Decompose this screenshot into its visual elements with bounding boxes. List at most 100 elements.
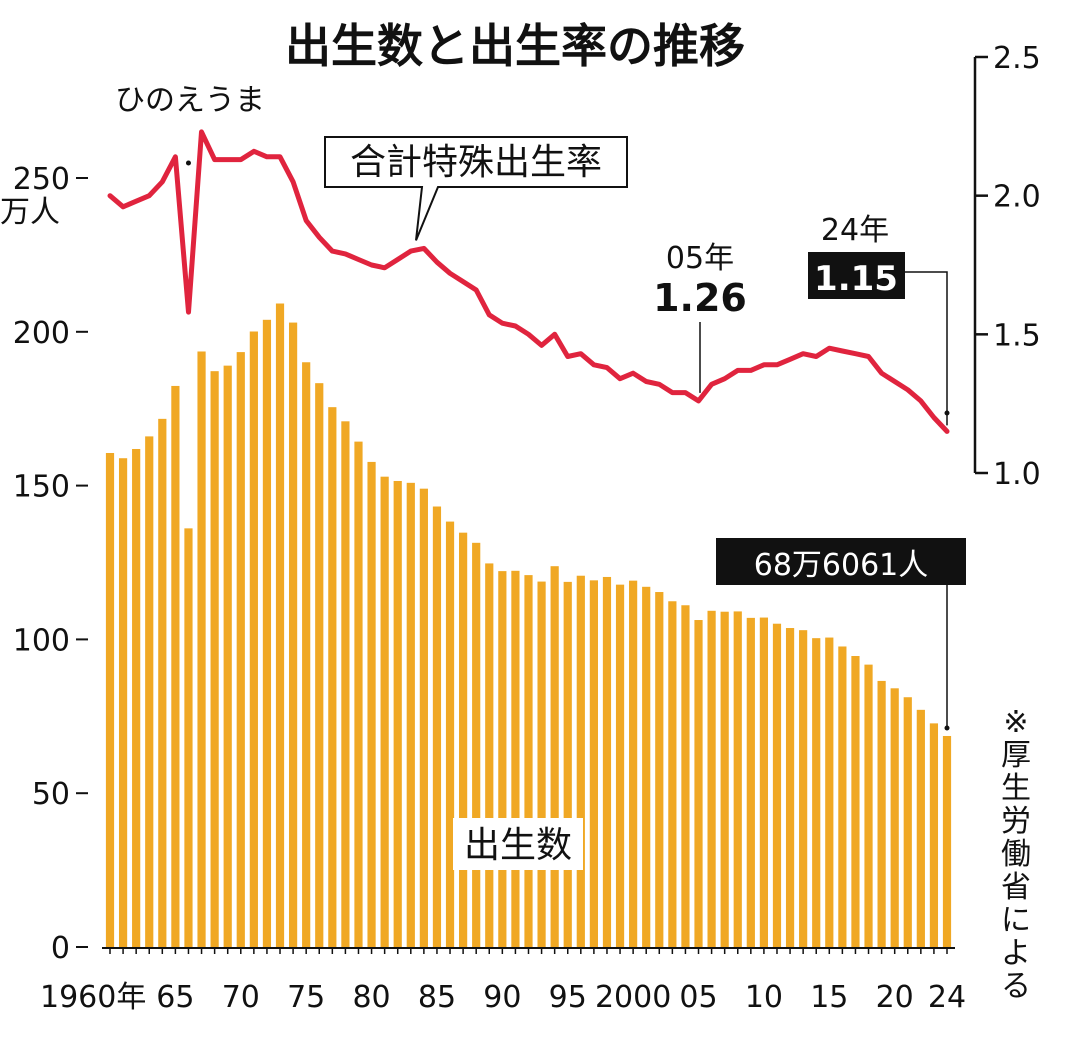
births-bar bbox=[812, 638, 821, 947]
births-bar bbox=[759, 617, 769, 947]
births-bar bbox=[694, 620, 703, 947]
births-bar bbox=[485, 563, 494, 947]
births-bar bbox=[720, 611, 729, 947]
births-bar bbox=[681, 605, 690, 947]
births-bar bbox=[772, 623, 782, 947]
right-tick-label: 2.5 bbox=[993, 41, 1041, 76]
births-bar bbox=[459, 532, 468, 947]
births-bar bbox=[537, 581, 546, 947]
left-tick-label: 150 bbox=[13, 470, 70, 505]
source-note-char: 厚 bbox=[1001, 738, 1031, 773]
y2024-dot bbox=[944, 410, 950, 416]
x-tick-label: 24 bbox=[928, 980, 966, 1015]
births-bar bbox=[419, 488, 428, 947]
births-bar bbox=[354, 441, 363, 947]
births-bars bbox=[105, 303, 952, 948]
births-bar bbox=[315, 383, 324, 947]
births-bar bbox=[498, 571, 507, 947]
source-note-char: よ bbox=[1001, 936, 1031, 971]
x-tick-label: 05 bbox=[679, 980, 717, 1015]
x-tick-label: 20 bbox=[876, 980, 914, 1015]
x-axis: 1960年 65 70 75 80 85 90 95 2000 05 10 15 20 24 bbox=[40, 947, 966, 1015]
source-note-char: ※ bbox=[1003, 705, 1028, 740]
births-bar bbox=[302, 362, 311, 947]
births-bar bbox=[799, 630, 808, 947]
births-bar bbox=[262, 319, 272, 947]
y2024-value-label: 1.15 bbox=[814, 259, 898, 299]
births-bar bbox=[877, 680, 886, 947]
x-tick-label: 65 bbox=[156, 980, 194, 1015]
left-tick-label: 100 bbox=[13, 623, 70, 658]
births-bar bbox=[615, 584, 625, 947]
births-bar bbox=[367, 461, 376, 947]
births-bar bbox=[733, 611, 742, 947]
births-bar bbox=[825, 637, 834, 947]
source-note-char: 生 bbox=[1001, 771, 1031, 806]
births-bar bbox=[576, 575, 585, 947]
births-bar bbox=[746, 617, 755, 947]
line-label-callout bbox=[324, 136, 628, 241]
hinoeuma-label: ひのえうま bbox=[115, 83, 265, 118]
x-tick-label: 2000 bbox=[595, 980, 671, 1015]
y2024-leader bbox=[905, 271, 948, 426]
x-tick-label: 75 bbox=[287, 980, 325, 1015]
births-bar bbox=[642, 586, 651, 947]
births-bar bbox=[890, 688, 899, 947]
y2005-value-label: 1.26 bbox=[653, 276, 747, 320]
births-bar bbox=[942, 735, 952, 947]
left-tick-label: 250 bbox=[13, 162, 70, 197]
births-bar bbox=[236, 352, 245, 948]
births-bar bbox=[288, 322, 298, 947]
births-bar bbox=[145, 436, 154, 947]
births-bar bbox=[563, 581, 572, 947]
births-bar bbox=[589, 580, 598, 947]
fertility-line-group bbox=[107, 129, 950, 434]
births-bar bbox=[707, 610, 716, 947]
births-bar bbox=[406, 482, 415, 947]
births-2024-label: 68万6061人 bbox=[754, 548, 929, 583]
left-axis-unit: 万人 bbox=[0, 195, 60, 230]
x-tick-label: 1960年 bbox=[40, 980, 146, 1015]
births-bar bbox=[328, 407, 337, 947]
x-tick-label: 70 bbox=[222, 980, 260, 1015]
births-bar bbox=[184, 528, 193, 947]
x-tick-label: 85 bbox=[418, 980, 456, 1015]
births-bar bbox=[393, 480, 402, 947]
births-bar bbox=[223, 365, 232, 947]
right-tick-label: 1.5 bbox=[993, 318, 1041, 353]
bar-series-label: 出生数 bbox=[464, 825, 572, 866]
births-bar bbox=[929, 723, 939, 947]
births-bar bbox=[602, 576, 612, 947]
births-bar bbox=[785, 628, 795, 947]
births-bar bbox=[380, 476, 389, 947]
births-bar bbox=[171, 385, 180, 947]
births-bar bbox=[341, 421, 350, 947]
births-bar bbox=[249, 331, 258, 947]
births-bar bbox=[916, 709, 925, 947]
births-bar bbox=[472, 542, 481, 947]
births-bar bbox=[668, 601, 677, 947]
left-tick-label: 0 bbox=[51, 931, 70, 966]
births-bar bbox=[550, 566, 559, 947]
source-note-char: 省 bbox=[1001, 870, 1031, 905]
right-tick-label: 2.0 bbox=[993, 180, 1041, 215]
births-bar bbox=[903, 697, 912, 947]
x-tick-label: 90 bbox=[483, 980, 521, 1015]
births-bar bbox=[158, 418, 167, 947]
births-2024-dot bbox=[944, 725, 950, 731]
right-tick-label: 1.0 bbox=[993, 457, 1041, 492]
source-note-char: る bbox=[1001, 969, 1031, 1004]
y2005-year-label: 05年 bbox=[666, 241, 734, 276]
fertility-rate-line bbox=[107, 129, 950, 434]
births-bar bbox=[132, 448, 141, 947]
line-series-label: 合計特殊出生率 bbox=[350, 142, 602, 183]
births-2024-box bbox=[716, 538, 966, 585]
births-bar bbox=[511, 570, 520, 947]
births-bar bbox=[432, 506, 442, 947]
x-tick-label: 10 bbox=[745, 980, 783, 1015]
y2024-year-label: 24年 bbox=[821, 213, 889, 248]
births-bar bbox=[210, 371, 219, 947]
births-bar bbox=[275, 303, 285, 947]
births-bar bbox=[105, 452, 115, 947]
